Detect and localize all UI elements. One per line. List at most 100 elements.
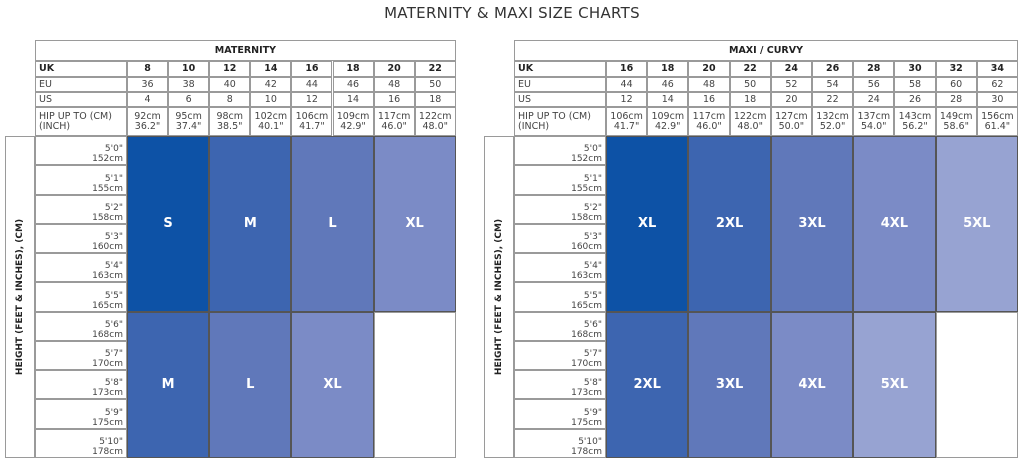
- uk-size-cell: 34: [976, 61, 1018, 77]
- height-value: 5'0": [104, 144, 123, 155]
- height-value: 5'8": [583, 378, 602, 389]
- height-value: 5'2": [583, 202, 602, 213]
- hip-cell: 122cm 48.0": [729, 107, 771, 136]
- hip-cell: 109cm 42.9": [647, 107, 689, 136]
- height-row-label: 5'1" 155cm: [514, 165, 606, 195]
- uk-size-cell: 20: [688, 61, 730, 77]
- uk-size-cell: 18: [332, 61, 374, 77]
- height-row-label: 5'9" 175cm: [514, 399, 606, 429]
- row-label-hip: HIP UP TO (CM) (INCH): [35, 107, 127, 136]
- hip-cell: 106cm 41.7": [291, 107, 333, 136]
- hip-value: 56.2": [902, 120, 928, 132]
- us-size-cell: 14: [332, 92, 374, 107]
- us-size-cell: 10: [250, 92, 292, 107]
- hip-value: 61.4": [984, 120, 1011, 132]
- hip-value: 42.9": [340, 120, 366, 132]
- height-row-label: 5'9" 175cm: [35, 399, 127, 429]
- hip-value: 127cm: [775, 110, 808, 122]
- hip-value: 36.2": [134, 120, 161, 132]
- us-size-cell: 28: [935, 92, 977, 107]
- hip-cell: 117cm 46.0": [688, 107, 730, 136]
- eu-size-cell: 48: [373, 77, 415, 92]
- hip-value: 117cm: [692, 110, 726, 122]
- height-value: 178cm: [92, 446, 123, 457]
- hip-value: 48.0": [737, 120, 763, 132]
- hip-cell: 156cm 61.4": [976, 107, 1018, 136]
- height-value: 5'2": [104, 202, 123, 213]
- height-value: 158cm: [92, 212, 123, 223]
- eu-size-cell: 48: [688, 77, 730, 92]
- height-row-label: 5'8" 173cm: [35, 370, 127, 400]
- size-block: S: [127, 136, 210, 312]
- hip-value: 122cm: [733, 110, 767, 122]
- hip-value: 109cm: [336, 110, 370, 122]
- eu-size-cell: 52: [770, 77, 812, 92]
- height-value: 5'10": [578, 436, 602, 447]
- eu-size-cell: 42: [250, 77, 292, 92]
- hip-value: 42.9": [655, 120, 681, 132]
- hip-cell: 106cm 41.7": [606, 107, 648, 136]
- us-size-cell: 18: [729, 92, 771, 107]
- size-block: M: [209, 136, 292, 312]
- hip-value: 58.6": [943, 120, 969, 132]
- size-block: XL: [291, 311, 374, 458]
- size-block: [373, 311, 456, 458]
- height-value: 175cm: [92, 417, 123, 428]
- size-block: 4XL: [853, 136, 936, 312]
- size-block: 3XL: [688, 311, 771, 458]
- eu-size-cell: 44: [291, 77, 333, 92]
- hip-value: 38.5": [216, 120, 243, 132]
- height-value: 168cm: [92, 329, 123, 340]
- size-block: 2XL: [606, 311, 689, 458]
- eu-size-cell: 38: [168, 77, 210, 92]
- hip-value: 40.1": [258, 120, 284, 132]
- height-row-label: 5'10" 178cm: [35, 428, 127, 458]
- hip-value: 95cm: [175, 110, 202, 122]
- maternity-size-chart: MATERNITY UK 8 10 12 14 16 18 20 22 EU 36 38 40 42 44 46…: [5, 40, 457, 458]
- height-value: 5'8": [104, 378, 123, 389]
- hip-cell: 98cm 38.5": [209, 107, 251, 136]
- hip-cell: 95cm 37.4": [168, 107, 210, 136]
- hip-value: 106cm: [610, 110, 643, 122]
- height-row-label: 5'7" 170cm: [514, 340, 606, 371]
- hip-value: 137cm: [857, 110, 891, 122]
- uk-size-cell: 12: [209, 61, 251, 77]
- size-block: 5XL: [935, 136, 1018, 312]
- us-size-cell: 12: [606, 92, 648, 107]
- hip-cell: 127cm 50.0": [770, 107, 812, 136]
- size-block: 5XL: [853, 311, 936, 458]
- eu-size-cell: 46: [647, 77, 689, 92]
- height-value: 152cm: [92, 154, 123, 165]
- height-row-label: 5'2" 158cm: [35, 194, 127, 224]
- height-value: 158cm: [571, 212, 602, 223]
- height-value: 5'7": [583, 349, 602, 360]
- height-value: 155cm: [571, 183, 602, 194]
- size-block: M: [127, 311, 210, 458]
- size-block: L: [291, 136, 374, 312]
- height-row-label: 5'6" 168cm: [514, 311, 606, 341]
- uk-size-cell: 22: [729, 61, 771, 77]
- eu-size-cell: 54: [812, 77, 854, 92]
- height-value: 5'3": [583, 232, 602, 243]
- us-size-cell: 16: [688, 92, 730, 107]
- height-value: 163cm: [92, 271, 123, 282]
- eu-size-cell: 62: [976, 77, 1018, 92]
- height-value: 170cm: [571, 359, 602, 370]
- uk-size-cell: 18: [647, 61, 689, 77]
- height-value: 5'6": [583, 319, 602, 330]
- hip-value: 132cm: [816, 110, 849, 122]
- hip-cell: 109cm 42.9": [332, 107, 374, 136]
- height-row-label: 5'3" 160cm: [35, 223, 127, 254]
- size-block: XL: [606, 136, 689, 312]
- hip-value: 102cm: [254, 110, 288, 122]
- height-row-label: 5'7" 170cm: [35, 340, 127, 371]
- hip-value: 48.0": [422, 120, 448, 132]
- eu-size-cell: 56: [853, 77, 895, 92]
- us-size-cell: 12: [291, 92, 333, 107]
- height-row-label: 5'5" 165cm: [35, 282, 127, 312]
- eu-size-cell: 40: [209, 77, 251, 92]
- row-label-eu: EU: [514, 77, 606, 92]
- height-value: 165cm: [571, 300, 602, 311]
- height-value: 5'5": [104, 290, 123, 301]
- height-axis-text: HEIGHT (FEET & INCHES), (CM): [15, 218, 26, 376]
